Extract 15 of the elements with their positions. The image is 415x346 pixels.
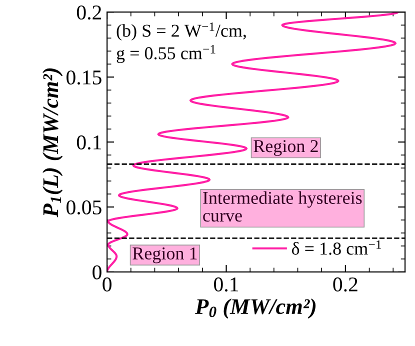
x-tick-label: 0.2 [333, 277, 358, 292]
y-tick-label: 0 [92, 265, 102, 280]
y-tick-label: 0.15 [66, 70, 102, 85]
annotation: (b) S = 2 W$^{−1}$/cm, g = 0.55 cm$^{−1}$ [116, 22, 246, 64]
y-tick-label: 0.2 [76, 5, 102, 20]
x-axis-title: P$_{0}$ (MW/cm²) [195, 298, 316, 319]
annotation: Intermediate hystereis curve [203, 191, 362, 222]
annotation: Region 1 [132, 247, 197, 264]
x-tick-label: 0 [102, 277, 112, 292]
x-tick-label: 0.1 [214, 277, 238, 292]
y-axis-title: P$_{1}$(L) (MW/cm²) [42, 68, 63, 218]
y-tick-label: 0.05 [66, 200, 102, 215]
annotation: Region 2 [254, 140, 318, 156]
legend-label: δ = 1.8 cm$^{−1}$ [292, 240, 381, 255]
y-tick-label: 0.1 [76, 135, 101, 150]
